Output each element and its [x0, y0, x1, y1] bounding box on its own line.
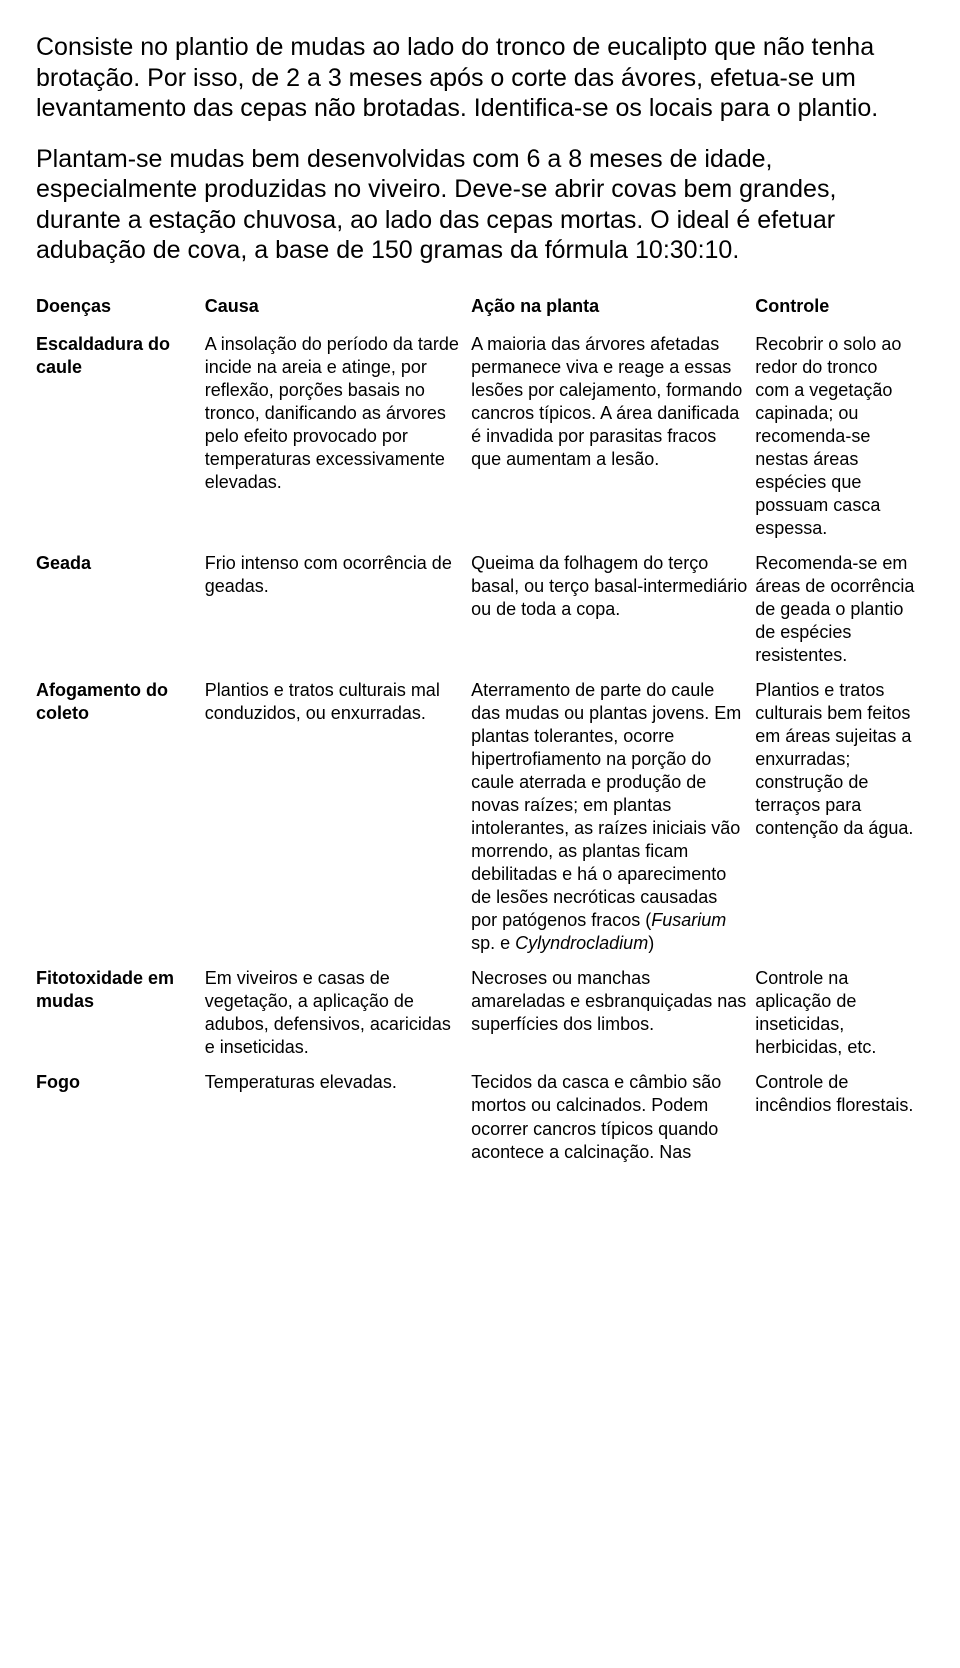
- cell-doenca: Fogo: [36, 1065, 205, 1169]
- table-row: Escaldadura do caule A insolação do perí…: [36, 327, 924, 546]
- cell-acao: Necroses ou manchas amareladas e esbranq…: [471, 961, 755, 1065]
- cell-causa: Temperaturas elevadas.: [205, 1065, 471, 1169]
- cell-doenca: Fitotoxidade em mudas: [36, 961, 205, 1065]
- cell-acao: Tecidos da casca e câmbio são mortos ou …: [471, 1065, 755, 1169]
- intro-paragraph-2: Plantam-se mudas bem desenvolvidas com 6…: [36, 144, 924, 266]
- cell-acao: A maioria das árvores afetadas permanece…: [471, 327, 755, 546]
- table-row: Afogamento do coleto Plantios e tratos c…: [36, 673, 924, 961]
- cell-doenca: Escaldadura do caule: [36, 327, 205, 546]
- col-header-controle: Controle: [755, 286, 924, 327]
- cell-acao: Aterramento de parte do caule das mudas …: [471, 673, 755, 961]
- cell-controle: Recobrir o solo ao redor do tronco com a…: [755, 327, 924, 546]
- intro-paragraph-1: Consiste no plantio de mudas ao lado do …: [36, 32, 924, 124]
- acao-italic-2: Cylyndrocladium: [515, 933, 648, 953]
- cell-controle: Plantios e tratos culturais bem feitos e…: [755, 673, 924, 961]
- acao-text-post: ): [648, 933, 654, 953]
- cell-controle: Controle de incêndios florestais.: [755, 1065, 924, 1169]
- cell-controle: Recomenda-se em áreas de ocorrência de g…: [755, 546, 924, 673]
- cell-doenca: Afogamento do coleto: [36, 673, 205, 961]
- table-row: Fogo Temperaturas elevadas. Tecidos da c…: [36, 1065, 924, 1169]
- acao-text-pre: Aterramento de parte do caule das mudas …: [471, 680, 741, 930]
- col-header-acao: Ação na planta: [471, 286, 755, 327]
- cell-causa: Plantios e tratos culturais mal conduzid…: [205, 673, 471, 961]
- table-header-row: Doenças Causa Ação na planta Controle: [36, 286, 924, 327]
- cell-controle: Controle na aplicação de inseticidas, he…: [755, 961, 924, 1065]
- acao-text-mid: sp. e: [471, 933, 515, 953]
- cell-causa: A insolação do período da tarde incide n…: [205, 327, 471, 546]
- cell-causa: Frio intenso com ocorrência de geadas.: [205, 546, 471, 673]
- col-header-causa: Causa: [205, 286, 471, 327]
- cell-acao: Queima da folhagem do terço basal, ou te…: [471, 546, 755, 673]
- col-header-doencas: Doenças: [36, 286, 205, 327]
- table-row: Fitotoxidade em mudas Em viveiros e casa…: [36, 961, 924, 1065]
- cell-doenca: Geada: [36, 546, 205, 673]
- acao-italic-1: Fusarium: [651, 910, 726, 930]
- disease-table: Doenças Causa Ação na planta Controle Es…: [36, 286, 924, 1170]
- cell-causa: Em viveiros e casas de vegetação, a apli…: [205, 961, 471, 1065]
- table-row: Geada Frio intenso com ocorrência de gea…: [36, 546, 924, 673]
